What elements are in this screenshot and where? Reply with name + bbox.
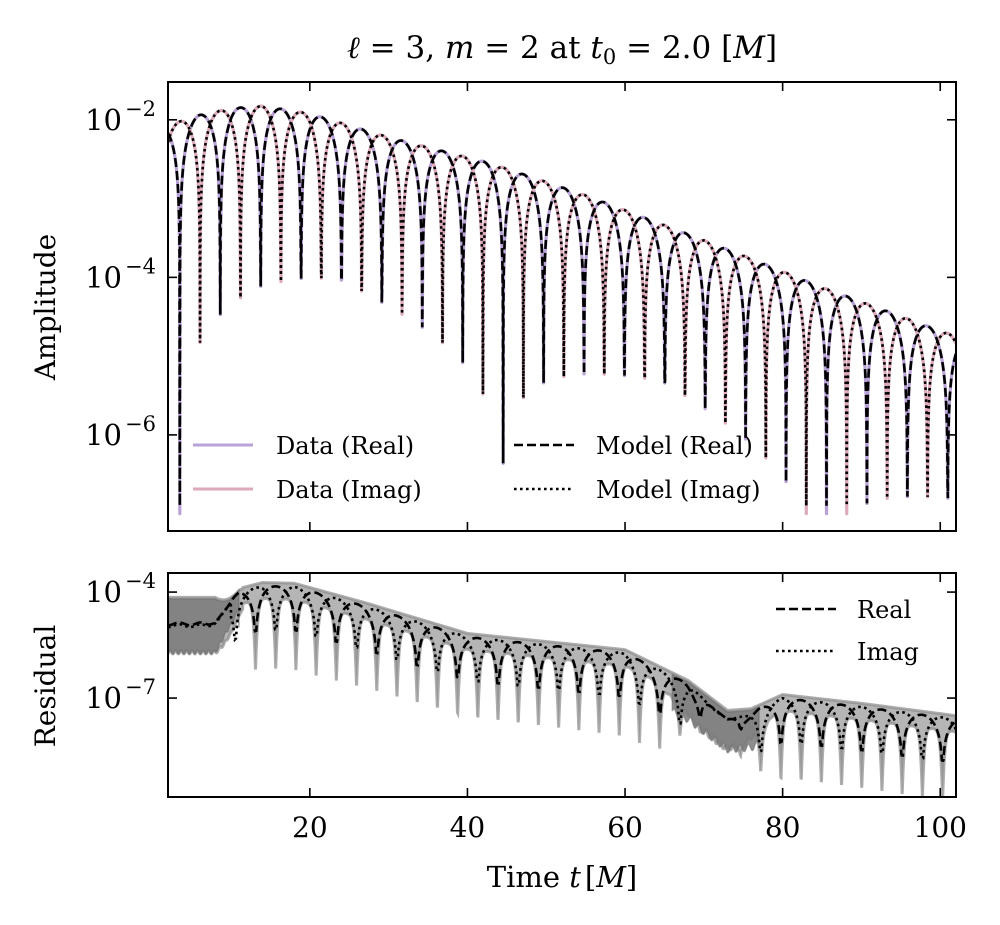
residual-x-ticks: 20 40 60 80 100 — [292, 573, 967, 844]
legend-label-residual-imag: Imag — [857, 638, 919, 666]
residual-y-ticks: 10 −4 10 −7 — [85, 569, 956, 715]
x-tick-label: 80 — [765, 811, 801, 844]
x-tick-label: 20 — [292, 811, 328, 844]
amplitude-axes-frame — [167, 81, 957, 532]
amplitude-x-ticks — [309, 82, 942, 531]
amplitude-y-ticks: 10−2 10−4 10−6 — [85, 97, 956, 452]
residual-panel: 20 40 60 80 100 10 −410 −7 Residual Time t [M] … — [29, 569, 967, 894]
amplitude-y-label: Amplitude — [29, 234, 62, 381]
residual-band-outer — [168, 581, 956, 797]
y-tick-label: 10 −4 — [85, 254, 156, 294]
model-imag-line — [168, 104, 956, 506]
legend-label-data-imag: Data (Imag) — [276, 476, 422, 504]
residual-legend: Real Imag — [776, 596, 919, 666]
x-tick-label: 100 — [914, 811, 967, 844]
x-axis-label: Time t [M] — [487, 860, 638, 894]
legend-label-data-real: Data (Real) — [276, 432, 414, 460]
x-tick-label: 60 — [607, 811, 643, 844]
y-tick-label: 10 −2 — [85, 97, 156, 137]
residual-axes-frame — [167, 572, 957, 798]
model-real-line — [168, 106, 956, 506]
y-tick-label: 10 −7 — [85, 675, 156, 715]
amplitude-legend: Data (Real) Data (Imag) Model (Real) Mod… — [193, 432, 761, 504]
legend-label-model-imag: Model (Imag) — [596, 476, 761, 504]
legend-label-residual-real: Real — [857, 596, 911, 624]
residual-y-label: Residual — [29, 625, 62, 748]
amplitude-panel: 10−2 10−4 10−6 Amplitude Data (Real) Data … — [29, 81, 957, 532]
legend-label-model-real: Model (Real) — [596, 432, 753, 460]
chart-title: ℓ = 3, m = 2 at t0 = 2.0 [M] — [347, 30, 777, 69]
y-tick-label: 10 −4 — [85, 569, 156, 609]
x-tick-label: 40 — [450, 811, 486, 844]
residual-real-line — [168, 585, 956, 763]
y-tick-label: 10 −6 — [85, 412, 156, 452]
